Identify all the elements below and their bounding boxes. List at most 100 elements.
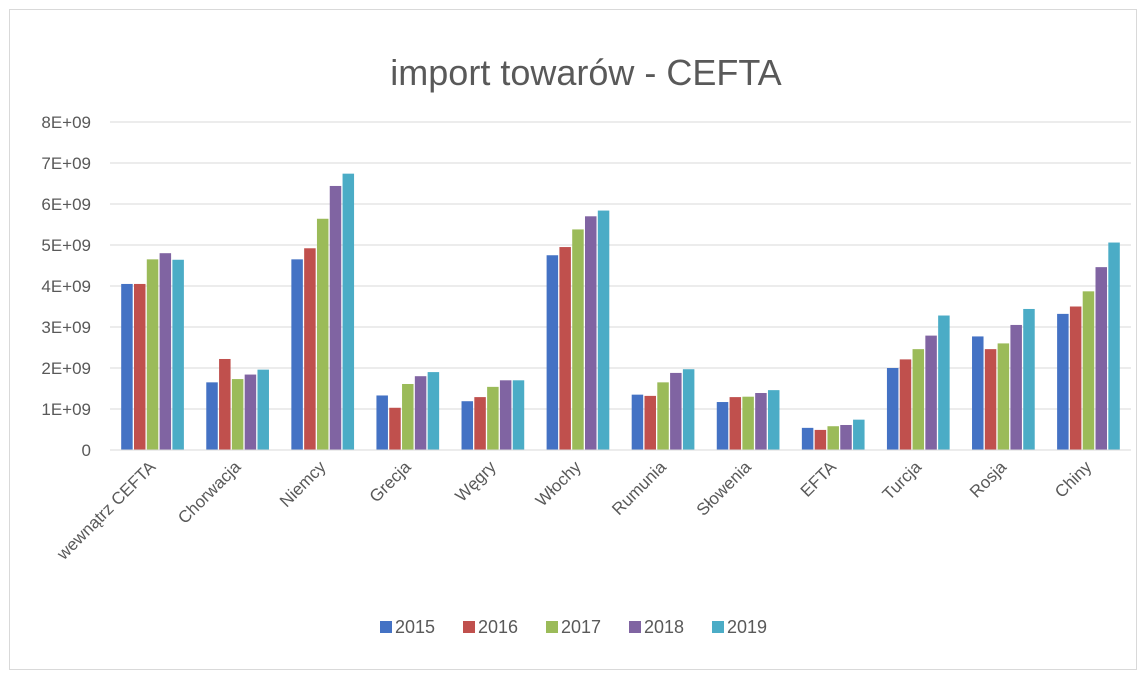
bar: [427, 372, 440, 450]
legend-swatch: [463, 621, 475, 633]
bar: [729, 397, 742, 450]
bar: [376, 395, 388, 450]
bar: [546, 255, 559, 450]
legend-item: 2016: [463, 617, 518, 637]
bar: [146, 259, 159, 450]
bar: [257, 369, 269, 450]
bar: [814, 429, 827, 450]
y-tick-label: 3E+09: [41, 318, 91, 337]
bar-chart: import towarów - CEFTA 0 1E+09 2E+09 3E+09 4…: [41, 52, 1131, 637]
legend-label: 2018: [644, 617, 684, 637]
bar: [1108, 242, 1120, 450]
bar: [219, 358, 231, 450]
chart-frame: import towarów - CEFTA 0 1E+09 2E+09 3E+09 4…: [9, 9, 1137, 670]
legend-swatch: [380, 621, 392, 633]
bar: [886, 368, 899, 450]
y-tick-label: 7E+09: [41, 154, 91, 173]
bar: [572, 229, 584, 450]
bar: [801, 427, 814, 450]
x-axis-tick-labels: wewnątrz CEFTA Chorwacja Niemcy Grecja Węgry…: [53, 457, 1096, 564]
x-tick-label: Chorwacja: [174, 457, 245, 528]
bar: [853, 419, 865, 450]
bar: [1069, 306, 1082, 450]
bars: [121, 173, 1120, 450]
bar: [767, 390, 780, 450]
bar: [121, 283, 133, 450]
bar: [487, 386, 499, 450]
bar: [670, 372, 682, 450]
bar: [997, 343, 1010, 450]
bar: [133, 283, 146, 450]
bar: [172, 259, 184, 450]
x-tick-label: Chiny: [1051, 457, 1096, 502]
gridlines: [110, 121, 1131, 410]
bar: [742, 396, 754, 450]
bar: [840, 424, 852, 450]
x-tick-label: Włochy: [532, 457, 585, 510]
x-tick-label: Rumunia: [608, 457, 670, 519]
bar: [414, 376, 427, 450]
bar: [389, 407, 401, 450]
x-tick-label: Słowenia: [693, 457, 756, 520]
bar: [899, 359, 912, 450]
chart-title: import towarów - CEFTA: [390, 52, 781, 93]
y-axis-tick-labels: 0 1E+09 2E+09 3E+09 4E+09 5E+09 6E+09 7E+09 8E+0…: [41, 113, 91, 460]
legend-label: 2019: [727, 617, 767, 637]
bar: [925, 335, 937, 450]
bar: [1057, 313, 1069, 450]
bar: [159, 253, 172, 450]
bar: [499, 380, 512, 450]
y-tick-label: 1E+09: [41, 400, 91, 419]
bar: [461, 401, 474, 450]
y-tick-label: 8E+09: [41, 113, 91, 132]
bar: [682, 369, 695, 450]
y-tick-label: 0: [82, 441, 91, 460]
bar: [585, 216, 597, 450]
x-tick-label: Grecja: [366, 457, 415, 506]
bar: [1082, 291, 1095, 450]
legend-swatch: [546, 621, 558, 633]
bar: [827, 426, 839, 450]
legend-label: 2015: [395, 617, 435, 637]
bar: [597, 210, 610, 450]
bar: [304, 248, 316, 450]
x-tick-label: Rosja: [966, 457, 1011, 502]
bar: [329, 185, 342, 450]
bar: [559, 247, 571, 450]
bar: [231, 379, 244, 450]
bar: [938, 315, 950, 450]
x-tick-label: wewnątrz CEFTA: [53, 457, 160, 564]
bar: [206, 382, 218, 450]
y-tick-label: 2E+09: [41, 359, 91, 378]
x-tick-label: EFTA: [797, 457, 841, 501]
legend-item: 2019: [712, 617, 767, 637]
x-tick-label: Turcja: [879, 457, 926, 504]
y-tick-label: 4E+09: [41, 277, 91, 296]
bar: [244, 374, 257, 450]
bar: [1010, 324, 1022, 450]
legend-item: 2017: [546, 617, 601, 637]
y-tick-label: 5E+09: [41, 236, 91, 255]
bar: [342, 173, 355, 450]
bar: [402, 383, 414, 450]
bar: [291, 259, 303, 450]
bar: [316, 218, 329, 450]
bar: [644, 395, 656, 450]
legend-label: 2017: [561, 617, 601, 637]
y-tick-label: 6E+09: [41, 195, 91, 214]
bar: [716, 402, 729, 450]
bar: [474, 397, 486, 450]
bar: [912, 349, 925, 450]
bar: [512, 380, 525, 450]
legend-swatch: [629, 621, 641, 633]
bar: [972, 336, 984, 450]
bar: [657, 382, 669, 450]
legend-label: 2016: [478, 617, 518, 637]
bar: [984, 349, 997, 450]
x-tick-label: Niemcy: [276, 457, 330, 511]
legend-swatch: [712, 621, 724, 633]
bar: [755, 393, 767, 450]
legend-item: 2015: [380, 617, 435, 637]
legend: 2015 2016 2017 2018 2019: [380, 617, 767, 637]
legend-item: 2018: [629, 617, 684, 637]
